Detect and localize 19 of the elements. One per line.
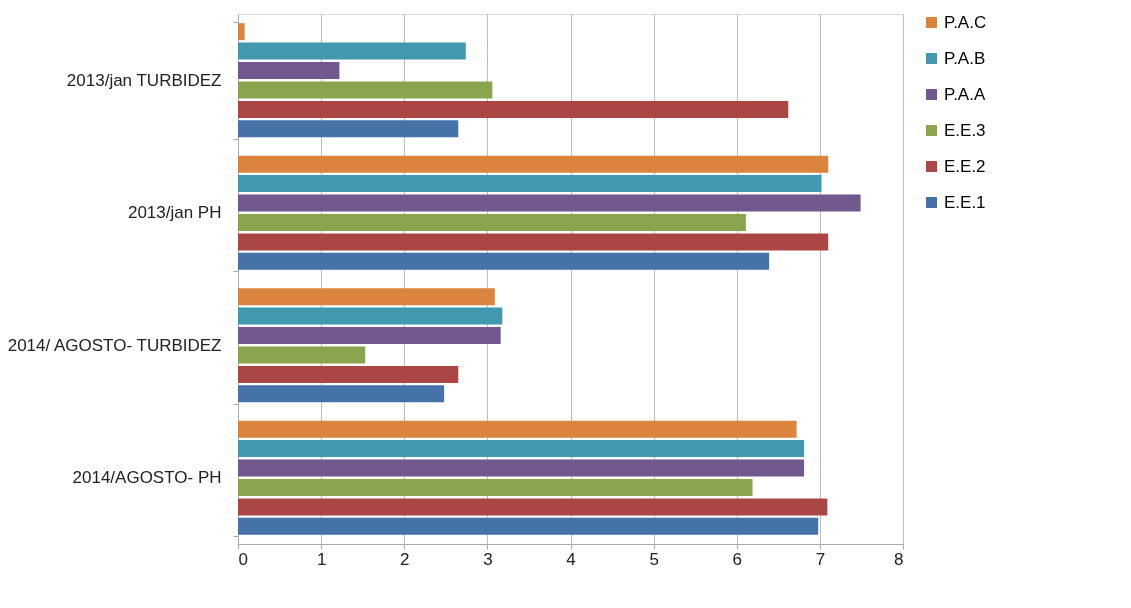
x-tick-label: 4 — [566, 549, 576, 569]
legend-label: E.E.1 — [944, 192, 986, 212]
y-tick-label: 2014/AGOSTO- PH — [72, 468, 222, 488]
y-tick-label: 2013/jan PH — [127, 203, 222, 223]
x-tick-label: 5 — [649, 549, 659, 569]
y-tick-label: 2013/jan TURBIDEZ — [66, 70, 222, 90]
x-tick-label: 8 — [894, 549, 904, 569]
x-tick-label: 7 — [815, 549, 826, 569]
legend-label: P.A.A — [944, 84, 986, 104]
x-tick-label: 6 — [732, 549, 742, 569]
legend-label: E.E.3 — [944, 120, 986, 140]
x-tick-label: 0 — [238, 549, 248, 569]
x-tick-label: 1 — [316, 549, 327, 569]
legend-label: P.A.B — [944, 48, 986, 68]
legend-label: E.E.2 — [944, 156, 986, 176]
x-tick-label: 2 — [400, 549, 410, 569]
y-tick-label: 2014/ AGOSTO- TURBIDEZ — [7, 335, 222, 355]
x-tick-label: 3 — [483, 549, 493, 569]
legend-label: P.A.C — [944, 12, 987, 32]
